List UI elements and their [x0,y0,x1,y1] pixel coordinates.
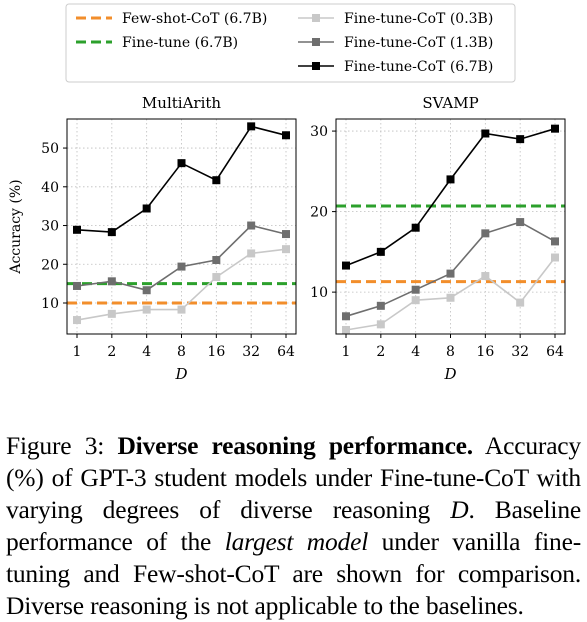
x-tick-label: 4 [411,344,420,360]
data-point [282,230,290,239]
legend-frame [65,3,516,83]
y-tick-label: 20 [310,205,328,221]
y-tick-label: 10 [310,285,328,301]
data-point [551,237,559,246]
caption-bold: Diverse reasoning performance. [117,430,473,460]
data-point [446,269,455,278]
data-point [177,305,186,314]
legend-label: Few-shot-CoT (6.7B) [122,11,267,27]
legend-marker [312,62,320,70]
x-tick-label: 64 [277,344,295,360]
data-point [142,204,151,213]
y-tick-label: 30 [310,124,328,140]
legend-marker [312,38,320,46]
data-point [481,272,490,281]
legend-label: Fine-tune (6.7B) [122,35,238,51]
data-point [516,135,525,144]
data-point [107,277,116,286]
y-tick-label: 30 [41,219,59,235]
data-point [411,223,420,232]
x-tick-label: 2 [376,344,385,360]
data-point [516,298,525,307]
y-tick-label: 20 [41,257,59,273]
figure-caption: Figure 3: Diverse reasoning performance.… [6,430,581,622]
data-point [481,129,490,138]
data-point [376,320,385,329]
data-point [212,256,221,265]
data-point [142,305,151,314]
legend-label: Fine-tune-CoT (6.7B) [344,59,493,75]
data-point [446,175,455,184]
data-point [342,312,350,321]
x-tick-label: 8 [177,344,186,360]
x-tick-label: 64 [546,344,564,360]
data-point [247,249,256,258]
legend-label: Fine-tune-CoT (1.3B) [344,35,493,51]
data-point [73,316,81,325]
data-point [282,131,290,140]
legend-label: Fine-tune-CoT (0.3B) [344,11,493,27]
data-point [446,293,455,302]
data-point [516,218,525,227]
data-point [177,159,186,168]
x-tick-label: 16 [207,344,225,360]
x-axis-label: D [443,365,456,383]
plot-title: SVAMP [422,94,478,112]
y-tick-label: 50 [41,141,59,157]
x-tick-label: 1 [73,344,82,360]
data-point [142,286,151,295]
caption-text-1: Accuracy (%) of GPT-3 student models und… [6,430,581,524]
plot-svamp: 1 2 4 8 16 32 64 10 20 30 SVAMP D [310,94,566,383]
data-point [212,273,221,282]
legend-marker [312,14,320,22]
x-axis-label: D [174,365,187,383]
data-point [73,225,81,234]
caption-label: Figure 3: [6,430,118,460]
x-tick-label: 32 [242,344,260,360]
figure: Few-shot-CoT (6.7B) Fine-tune (6.7B) Fine-… [8,3,566,383]
x-tick-label: 32 [511,344,529,360]
data-point [551,253,559,262]
data-point [247,221,256,230]
y-axis-label: Accuracy (%) [8,179,24,274]
data-point [212,176,221,185]
caption-text-2: . Baseline performance of the [6,494,581,556]
caption-var: D [450,494,469,524]
data-point [247,122,256,131]
data-point [342,325,350,334]
data-point [411,285,420,294]
x-tick-label: 16 [476,344,494,360]
x-tick-label: 2 [107,344,116,360]
data-point [177,262,186,271]
data-point [551,124,559,133]
data-point [107,309,116,318]
x-tick-label: 8 [446,344,455,360]
data-point [376,247,385,256]
data-point [411,296,420,305]
x-tick-label: 1 [342,344,351,360]
data-point [342,261,350,270]
legend: Few-shot-CoT (6.7B) Fine-tune (6.7B) Fine-… [65,3,516,83]
series-line [345,127,556,267]
data-point [376,301,385,310]
caption-italic: largest model [224,526,369,556]
data-point [73,281,81,290]
plot-title: MultiArith [142,94,221,112]
y-tick-label: 10 [41,296,59,312]
chart-svg: Few-shot-CoT (6.7B) Fine-tune (6.7B) Fine-… [8,3,566,383]
y-tick-label: 40 [41,180,59,196]
plot-multiarith: 1 2 4 8 16 32 64 10 20 30 40 50 MultiArith D Accuracy … [8,94,297,383]
data-point [282,245,290,254]
x-tick-label: 4 [142,344,151,360]
data-point [107,228,116,237]
data-point [481,229,490,238]
